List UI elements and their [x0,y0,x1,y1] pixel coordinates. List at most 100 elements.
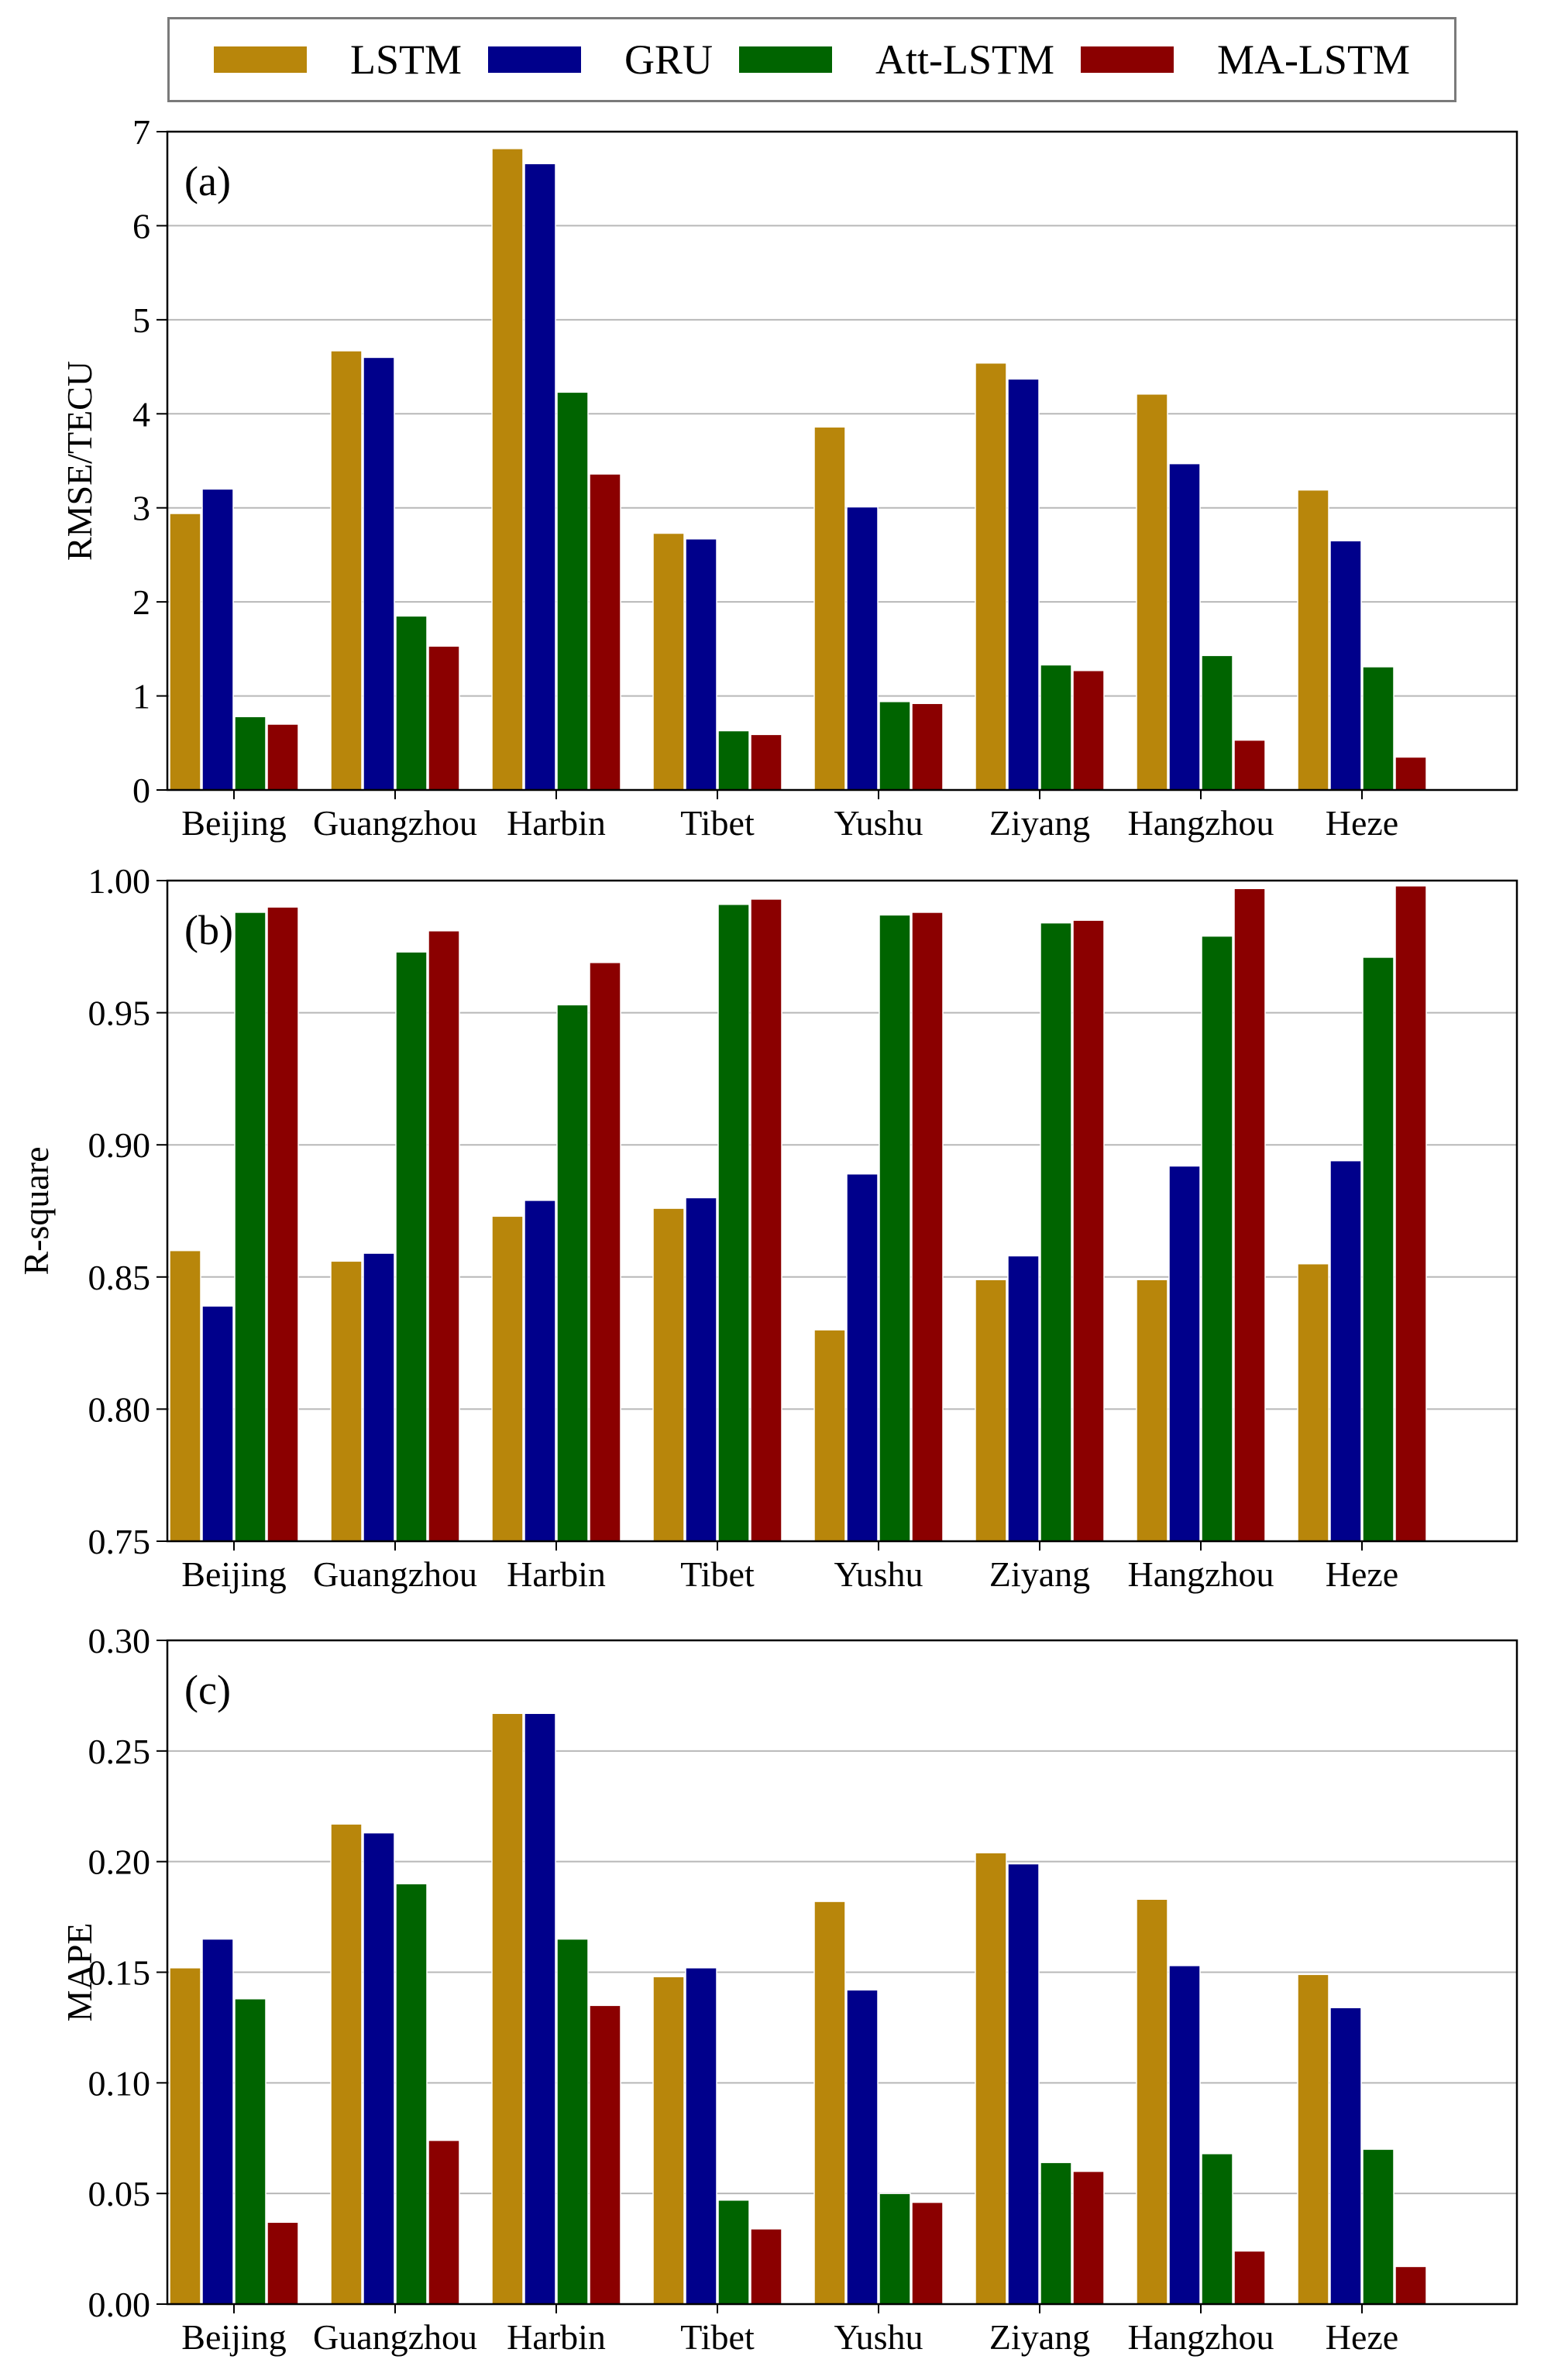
legend-item-ma-lstm: MA-LSTM [1080,36,1410,84]
bar-ma-lstm-guangzhou [428,645,460,791]
bar-gru-hangzhou [1168,462,1201,791]
bar-att-lstm-beijing [234,1998,267,2305]
x-tick-label-heze: Heze [1326,803,1398,843]
bar-ma-lstm-hangzhou [1233,739,1266,791]
y-tick-label: 0.90 [88,1125,151,1165]
bar-ma-lstm-ziyang [1072,2170,1105,2305]
legend-label-gru: GRU [624,36,713,83]
bar-gru-tibet [685,1967,717,2305]
x-tick-label-guangzhou: Guangzhou [313,803,477,843]
bar-gru-tibet [685,538,717,791]
bar-ma-lstm-hangzhou [1233,888,1266,1542]
bar-gru-ziyang [1007,1863,1040,2305]
bar-gru-hangzhou [1168,1965,1201,2305]
bar-ma-lstm-tibet [750,733,782,791]
bar-lstm-beijing [169,1249,201,1542]
x-tick-label-yushu: Yushu [834,803,923,843]
bar-ma-lstm-tibet [750,2228,782,2305]
y-tick-label: 0 [132,771,150,810]
bar-ma-lstm-heze [1395,2265,1427,2305]
bar-ma-lstm-beijing [267,906,299,1542]
legend-label-lstm: LSTM [349,36,463,83]
y-tick-label: 0.00 [88,2285,151,2324]
bar-ma-lstm-harbin [589,2004,621,2305]
bar-att-lstm-yushu [879,2193,911,2305]
y-tick-label: 0.80 [88,1389,151,1429]
bar-lstm-yushu [813,426,846,791]
y-tick-label: 0.95 [88,994,151,1033]
bar-lstm-harbin [491,148,524,791]
legend-item-lstm: LSTM [213,36,463,84]
bar-att-lstm-hangzhou [1201,654,1233,791]
x-tick-label-beijing: Beijing [181,803,286,843]
bar-att-lstm-guangzhou [395,951,428,1542]
y-tick-label: 6 [132,206,150,246]
y-tick-label: 0.10 [88,2063,151,2103]
bar-ma-lstm-yushu [911,2201,944,2305]
x-tick-label-ziyang: Ziyang [989,1554,1090,1594]
chart-panel-1: 0 1 2 3 4 5 6 7 Beijing Guangzhou Harbin Tibet Yushu… [60,112,1518,843]
bar-lstm-heze [1297,1973,1329,2305]
bar-lstm-beijing [169,513,201,791]
bar-ma-lstm-guangzhou [428,930,460,1542]
bar-ma-lstm-tibet [750,898,782,1542]
x-tick-label-tibet: Tibet [680,1554,755,1594]
bar-ma-lstm-guangzhou [428,2139,460,2305]
x-tick-label-yushu: Yushu [834,1554,923,1594]
bar-ma-lstm-heze [1395,885,1427,1542]
y-tick-label: 0.25 [88,1732,151,1771]
bar-gru-guangzhou [363,356,395,791]
bar-att-lstm-tibet [717,2199,750,2305]
panel-label: (a) [184,158,231,204]
bar-att-lstm-harbin [556,1938,589,2305]
x-tick-label-heze: Heze [1326,2317,1398,2357]
bar-gru-tibet [685,1197,717,1542]
bar-gru-harbin [524,1200,556,1542]
plot-frame [166,879,1518,1543]
x-tick-label-harbin: Harbin [507,803,606,843]
bar-lstm-tibet [652,1976,685,2305]
x-tick-label-hangzhou: Hangzhou [1127,2317,1274,2357]
bar-att-lstm-guangzhou [395,615,428,791]
bar-gru-beijing [201,1305,234,1542]
x-tick-label-hangzhou: Hangzhou [1127,1554,1274,1594]
bar-gru-hangzhou [1168,1165,1201,1542]
legend-label-att-lstm: Att-LSTM [875,36,1054,83]
bar-att-lstm-yushu [879,701,911,791]
y-tick-label: 2 [132,582,150,622]
y-tick-label: 0.05 [88,2174,151,2213]
bar-lstm-hangzhou [1136,1898,1168,2305]
plot-frame [166,1639,1518,2306]
bar-lstm-beijing [169,1967,201,2305]
chart-legend: LSTM GRU Att-LSTM MA-LSTM [167,17,1456,102]
bar-gru-heze [1329,540,1362,791]
bar-lstm-guangzhou [330,350,363,791]
y-tick-label: 0.20 [88,1843,151,1882]
bar-att-lstm-heze [1362,666,1395,791]
bar-gru-yushu [846,1989,879,2305]
legend-item-att-lstm: Att-LSTM [738,36,1054,84]
bar-att-lstm-heze [1362,956,1395,1542]
chart-panel-2: 0.75 0.80 0.85 0.90 0.95 1.00 Beijing Guangzhou… [16,861,1518,1594]
bar-gru-ziyang [1007,1255,1040,1542]
y-tick-label: 7 [132,112,150,152]
bar-att-lstm-guangzhou [395,1883,428,2305]
bar-gru-heze [1329,2007,1362,2305]
bar-gru-beijing [201,488,234,791]
x-tick-label-guangzhou: Guangzhou [313,2317,477,2357]
x-tick-label-yushu: Yushu [834,2317,923,2357]
legend-label-ma-lstm: MA-LSTM [1216,36,1410,83]
bar-gru-ziyang [1007,378,1040,791]
y-tick-label: 5 [132,301,150,340]
bar-ma-lstm-heze [1395,756,1427,791]
bar-lstm-tibet [652,1207,685,1542]
y-tick-label: 1 [132,677,150,716]
bar-ma-lstm-harbin [589,962,621,1542]
bar-att-lstm-beijing [234,912,267,1542]
y-tick-label: 0.75 [88,1522,151,1561]
bar-lstm-hangzhou [1136,1279,1168,1542]
bar-lstm-yushu [813,1329,846,1542]
bar-lstm-ziyang [975,1279,1007,1542]
legend-item-gru: GRU [487,36,713,84]
y-tick-label: 0.85 [88,1258,151,1297]
